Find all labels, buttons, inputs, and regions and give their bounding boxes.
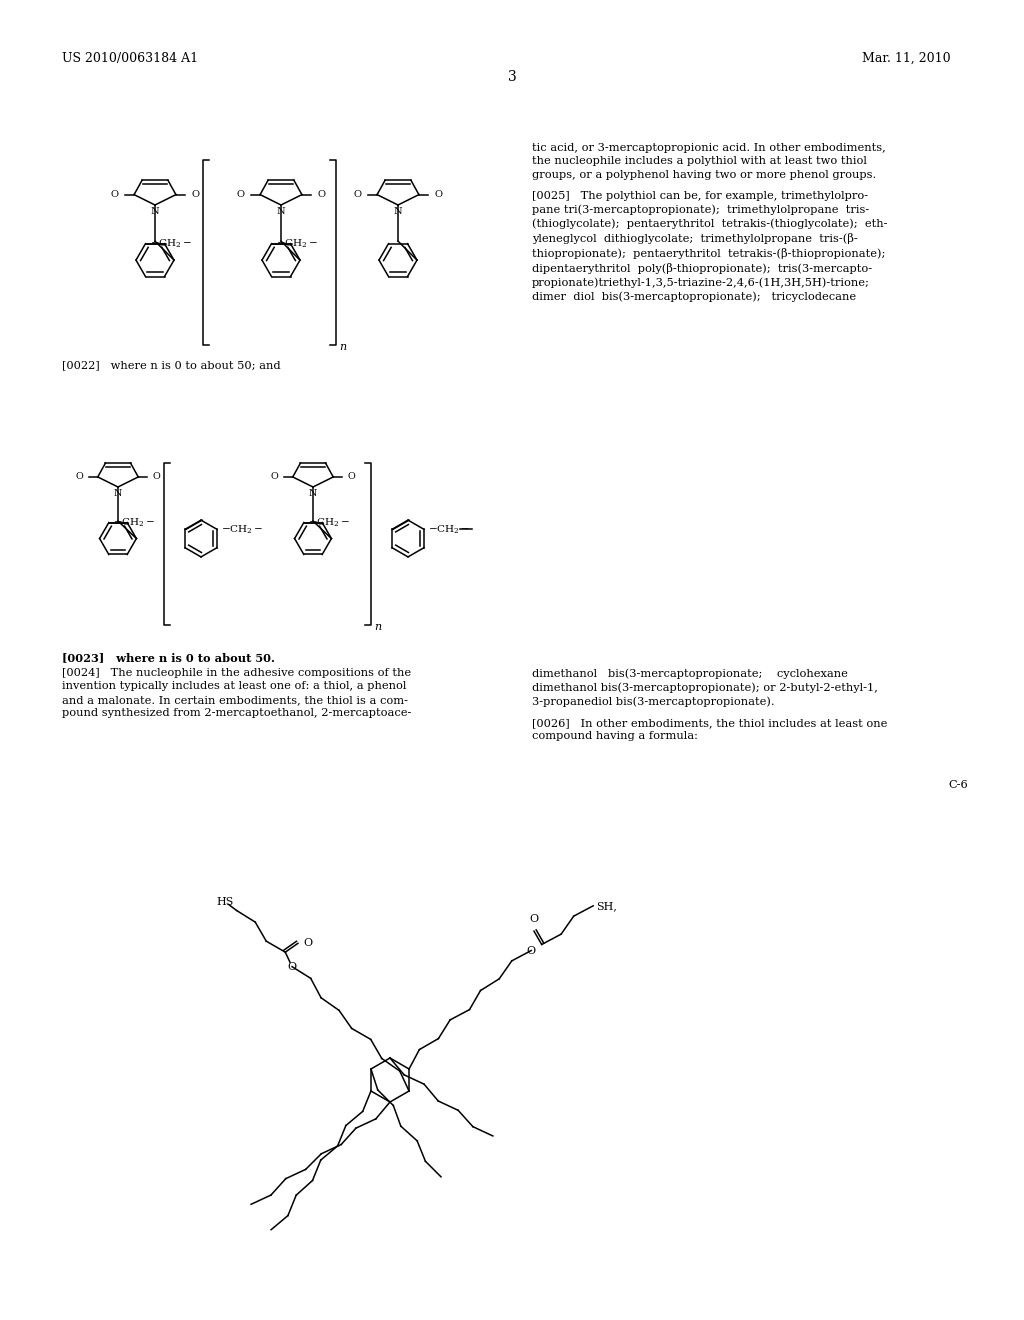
Text: O: O: [529, 915, 539, 924]
Text: O: O: [237, 190, 245, 199]
Text: $\mathregular{-CH_2-}$: $\mathregular{-CH_2-}$: [276, 238, 318, 249]
Text: [0025]   The polythiol can be, for example, trimethylolpro-
pane tri(3-mercaptop: [0025] The polythiol can be, for example…: [532, 191, 888, 302]
Text: [0022]   where n is 0 to about 50; and: [0022] where n is 0 to about 50; and: [62, 360, 281, 370]
Text: O: O: [191, 190, 199, 199]
Text: Mar. 11, 2010: Mar. 11, 2010: [862, 51, 950, 65]
Text: O: O: [526, 945, 536, 956]
Text: N: N: [393, 207, 402, 216]
Text: O: O: [288, 962, 297, 972]
Text: $\mathregular{-CH_2-}$: $\mathregular{-CH_2-}$: [428, 523, 470, 536]
Text: C-6: C-6: [948, 780, 968, 789]
Text: O: O: [303, 939, 312, 948]
Text: N: N: [309, 488, 317, 498]
Text: O: O: [76, 473, 83, 482]
Text: 3: 3: [508, 70, 516, 84]
Text: dimethanol   bis(3-mercaptopropionate;    cyclohexane
dimethanol bis(3-mercaptop: dimethanol bis(3-mercaptopropionate; cyc…: [532, 668, 878, 708]
Text: O: O: [111, 190, 119, 199]
Text: N: N: [276, 207, 286, 216]
Text: n: n: [374, 622, 381, 632]
Text: HS: HS: [216, 898, 233, 907]
Text: N: N: [151, 207, 160, 216]
Text: O: O: [348, 473, 355, 482]
Text: O: O: [434, 190, 442, 199]
Text: $\mathregular{-CH_2-}$: $\mathregular{-CH_2-}$: [221, 523, 263, 536]
Text: O: O: [317, 190, 325, 199]
Text: [0023]   where n is 0 to about 50.: [0023] where n is 0 to about 50.: [62, 652, 274, 663]
Text: [0024]   The nucleophile in the adhesive compositions of the
invention typically: [0024] The nucleophile in the adhesive c…: [62, 668, 412, 718]
Text: O: O: [354, 190, 361, 199]
Text: [0026]   In other embodiments, the thiol includes at least one
compound having a: [0026] In other embodiments, the thiol i…: [532, 718, 888, 742]
Text: $\mathregular{-CH_2-}$: $\mathregular{-CH_2-}$: [113, 516, 155, 529]
Text: $\mathregular{-CH_2-}$: $\mathregular{-CH_2-}$: [308, 516, 350, 529]
Text: $\mathregular{-CH_2-}$: $\mathregular{-CH_2-}$: [151, 238, 193, 249]
Text: N: N: [114, 488, 122, 498]
Text: tic acid, or 3-mercaptopropionic acid. In other embodiments,
the nucleophile inc: tic acid, or 3-mercaptopropionic acid. I…: [532, 143, 886, 180]
Text: O: O: [153, 473, 161, 482]
Text: SH,: SH,: [596, 900, 617, 911]
Text: US 2010/0063184 A1: US 2010/0063184 A1: [62, 51, 198, 65]
Text: O: O: [270, 473, 279, 482]
Text: n: n: [339, 342, 346, 352]
